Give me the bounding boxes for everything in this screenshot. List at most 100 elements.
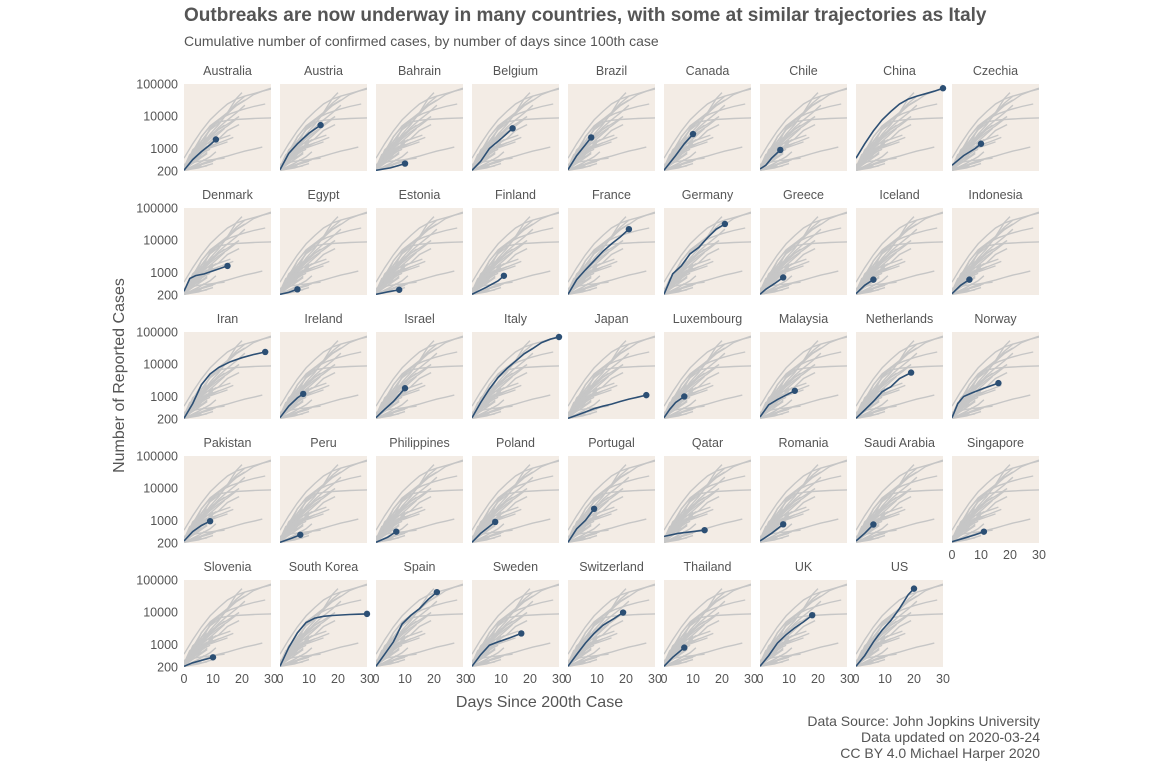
background-series-line — [856, 408, 886, 419]
highlight-series-line — [664, 223, 726, 295]
y-tick-label: 100000 — [136, 450, 178, 464]
background-series-line — [760, 216, 819, 295]
y-tick-label: 1000 — [150, 142, 178, 156]
highlight-series-line — [856, 588, 915, 667]
background-series-line — [952, 489, 1039, 543]
panel-lines — [280, 87, 367, 171]
background-series-line — [664, 160, 694, 171]
facet-label: UK — [795, 560, 813, 574]
highlight-series-line — [664, 646, 685, 667]
background-series-line — [280, 117, 367, 171]
panel-lines — [664, 583, 751, 667]
background-series-line — [280, 382, 327, 418]
background-series-line — [376, 464, 435, 543]
background-series-line — [280, 365, 367, 419]
background-series-line — [856, 92, 915, 171]
latest-value-point — [980, 528, 988, 535]
facet-label: Peru — [310, 436, 336, 450]
panel-lines — [856, 211, 943, 295]
highlight-series-line — [472, 521, 496, 543]
background-series-line — [376, 656, 406, 667]
facet-panel: Denmark 200 1000 10000 100000 — [136, 188, 271, 303]
background-series-line — [472, 340, 531, 419]
highlight-series-line — [952, 530, 985, 543]
latest-value-point — [300, 390, 307, 398]
background-series-line — [376, 408, 406, 419]
facet-label: Ireland — [304, 312, 342, 326]
background-series-line — [280, 464, 339, 543]
facet-panel: Romania — [760, 436, 847, 543]
facet-label: Egypt — [308, 188, 340, 202]
y-axis-title: Number of Reported Cases — [111, 278, 128, 473]
x-tick-label: 0 — [949, 548, 956, 562]
background-series-line — [856, 134, 903, 170]
highlight-series-line — [184, 520, 211, 542]
background-series-line — [856, 464, 915, 543]
background-series-line — [568, 630, 615, 666]
x-tick-label: 10 — [878, 672, 892, 686]
facet-label: Italy — [504, 312, 528, 326]
latest-value-point — [224, 262, 231, 270]
facet-panel: Japan — [568, 312, 655, 419]
x-tick-label: 0 — [181, 672, 188, 686]
highlight-series-line — [952, 143, 982, 166]
background-series-line — [280, 92, 339, 171]
background-series-line — [760, 613, 847, 667]
background-series-line — [280, 258, 327, 294]
facet-label: Chile — [789, 64, 818, 78]
facet-label: Iran — [217, 312, 239, 326]
background-series-line — [856, 365, 943, 419]
latest-value-point — [588, 134, 595, 141]
panel-lines — [568, 583, 655, 667]
x-tick-label: 10 — [590, 672, 604, 686]
latest-value-point — [643, 391, 650, 399]
facet-panel: Italy — [472, 312, 563, 419]
facet-panel: Portugal — [568, 436, 655, 543]
background-series-line — [856, 216, 915, 295]
facet-panel: Bahrain — [376, 64, 463, 171]
panel-lines — [760, 583, 847, 667]
panel-lines — [760, 335, 847, 419]
latest-value-point — [297, 531, 304, 538]
facet-panel: Netherlands — [856, 312, 943, 419]
latest-value-point — [509, 125, 516, 132]
facet-label: Qatar — [692, 436, 723, 450]
facet-label: Malaysia — [779, 312, 828, 326]
facet-label: Germany — [682, 188, 734, 202]
background-series-line — [472, 117, 559, 171]
background-series-line — [568, 92, 627, 171]
facet-label: Czechia — [973, 64, 1018, 78]
facet-label: Saudi Arabia — [864, 436, 935, 450]
background-series-line — [568, 489, 655, 543]
highlight-series-line — [760, 276, 784, 295]
background-series-line — [184, 241, 271, 295]
facet-panel: South Korea 0 10 20 30 — [277, 560, 374, 686]
caption-license: CC BY 4.0 Michael Harper 2020 — [840, 745, 1040, 761]
background-series-line — [376, 160, 406, 171]
background-series-line — [664, 613, 751, 667]
y-tick-label: 10000 — [143, 606, 178, 620]
background-series-line — [760, 365, 847, 419]
facet-label: Israel — [404, 312, 435, 326]
x-tick-label: 0 — [853, 672, 860, 686]
highlight-series-line — [184, 351, 266, 419]
background-series-line — [376, 216, 435, 295]
latest-value-point — [363, 610, 371, 618]
background-series-line — [760, 160, 790, 171]
background-series-line — [280, 216, 339, 295]
background-series-line — [856, 613, 943, 667]
panel-lines — [472, 211, 559, 295]
highlight-series-line — [664, 529, 705, 538]
facet-panel: Luxembourg — [664, 312, 751, 419]
latest-value-point — [518, 630, 525, 637]
panel-lines — [280, 211, 367, 295]
facet-label: Indonesia — [968, 188, 1022, 202]
latest-value-point — [209, 654, 217, 661]
highlight-series-line — [952, 382, 999, 419]
background-series-line — [664, 408, 694, 419]
background-series-line — [184, 489, 271, 543]
highlight-series-line — [760, 149, 781, 170]
latest-value-point — [791, 387, 798, 394]
facet-label: Slovenia — [204, 560, 252, 574]
background-series-line — [856, 656, 886, 667]
